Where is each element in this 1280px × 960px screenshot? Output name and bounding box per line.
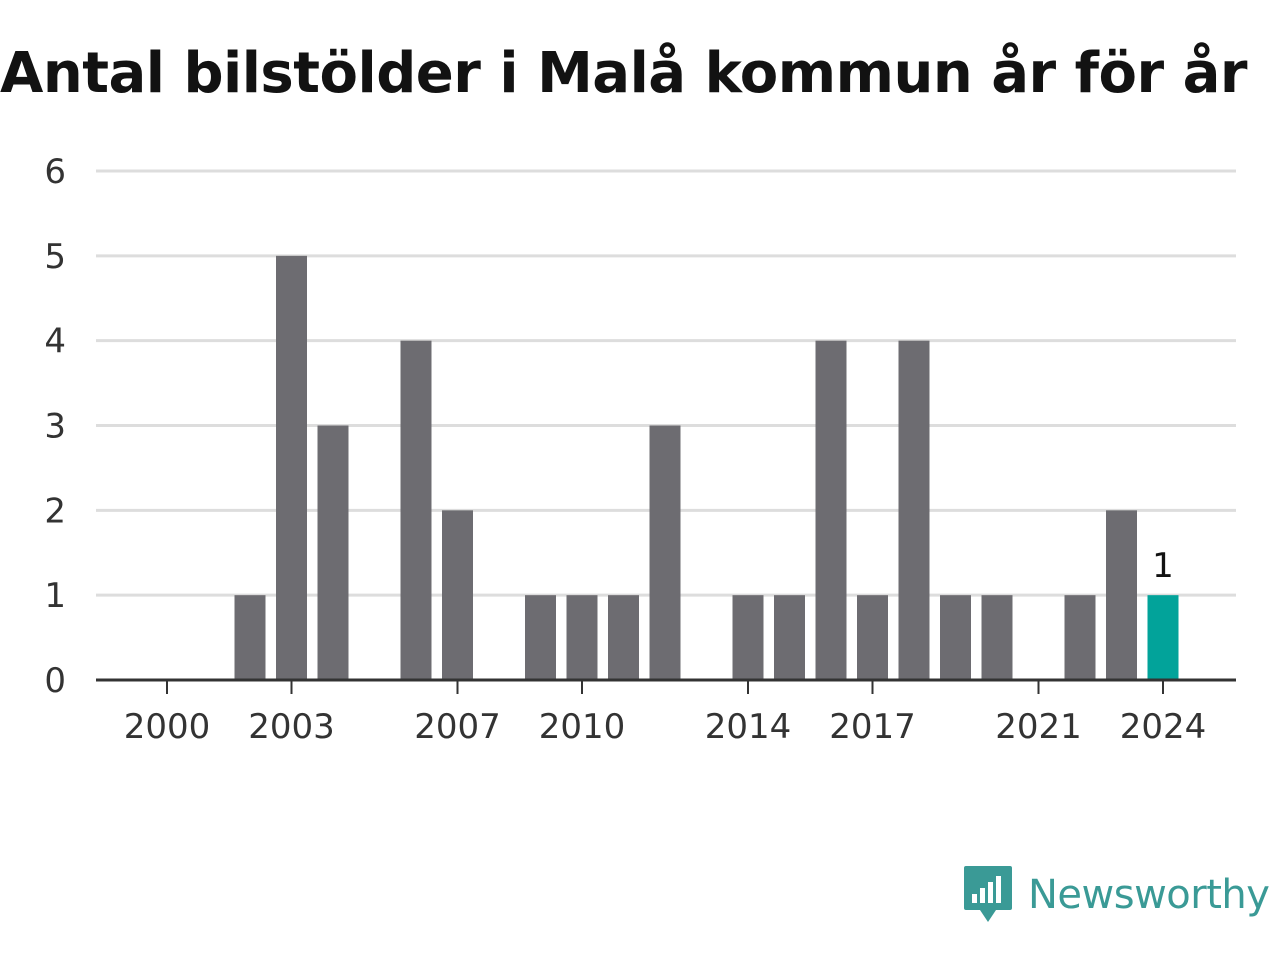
bar-2014 [732,595,764,680]
y-tick-label: 3 [44,407,66,447]
bar-2012 [649,425,681,680]
bar-2019 [940,595,971,680]
bar-2009 [525,595,556,680]
x-tick-label: 2021 [995,707,1082,747]
x-tick-label: 2000 [124,707,211,747]
y-tick-label: 2 [44,491,66,531]
brand-logo: Newsworthy [962,862,1270,928]
y-tick-label: 0 [44,661,66,701]
y-tick-label: 5 [44,237,66,277]
bar-2003 [276,255,307,681]
y-tick-label: 4 [44,322,66,362]
bar-2007 [442,510,473,680]
bar-2024 [1147,595,1179,680]
bar-2011 [608,595,639,680]
bars [234,255,1179,681]
bar-2023 [1106,510,1137,680]
bar-2020 [981,595,1013,680]
y-axis-ticks: 0 1 2 3 4 5 6 [44,152,66,701]
x-tick-label: 2014 [705,707,792,747]
data-labels: 1 [1152,546,1174,586]
x-tick-label: 2003 [248,707,335,747]
bar-2010 [566,595,598,680]
y-tick-label: 1 [44,576,66,616]
x-tick-label: 2017 [829,707,916,747]
y-tick-label: 6 [44,152,66,192]
bar-2017 [857,595,888,680]
x-tick-label: 2024 [1120,707,1207,747]
bar-2022 [1064,595,1096,680]
x-tick-label: 2007 [414,707,501,747]
bar-2006 [400,340,432,680]
chart-title: Antal bilstölder i Malå kommun år för år [0,41,1247,106]
x-tick-label: 2010 [539,707,626,747]
bar-2004 [317,425,349,680]
brand-name: Newsworthy [1028,872,1270,918]
bar-2018 [898,340,930,680]
bar-2002 [234,595,266,680]
data-label: 1 [1152,546,1174,586]
newsworthy-logo-icon [964,866,1012,922]
x-axis-ticks: 2000 2003 2007 2010 2014 2017 2021 2024 [124,680,1207,747]
bar-2016 [815,340,847,680]
bar-2015 [774,595,805,680]
